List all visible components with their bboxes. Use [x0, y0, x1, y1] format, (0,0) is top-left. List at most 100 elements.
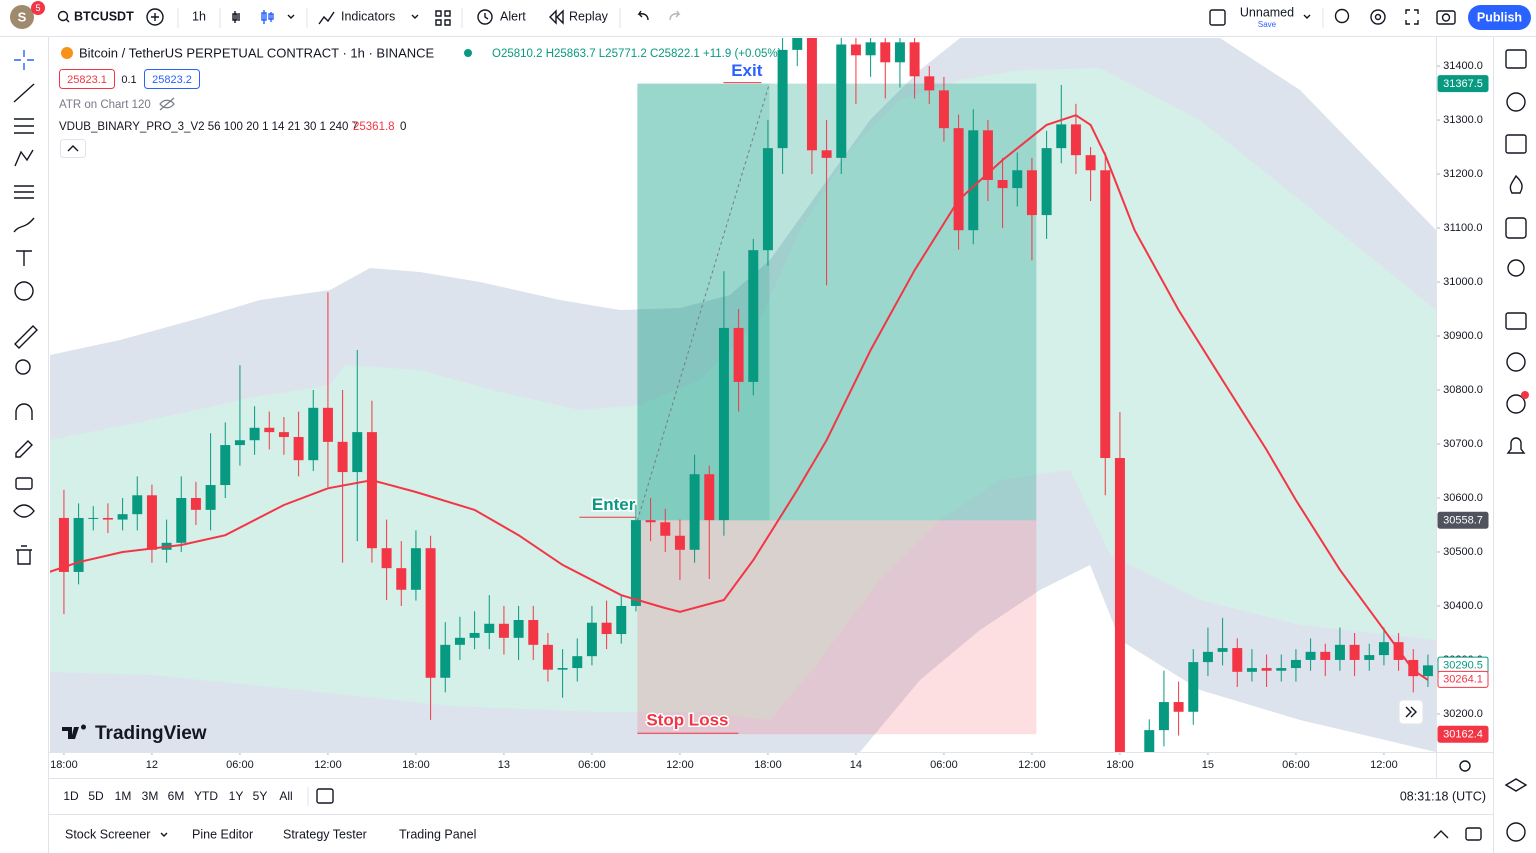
x-tick-label: 15 — [1202, 759, 1214, 771]
candle — [234, 365, 245, 466]
candle-body — [1026, 170, 1037, 216]
range-button[interactable]: 5D — [88, 789, 104, 803]
ideas-icon[interactable] — [1507, 259, 1525, 277]
alert-button[interactable]: Alert — [500, 9, 526, 23]
bottom-tab[interactable]: Trading Panel — [399, 827, 476, 841]
range-button[interactable]: 3M — [142, 789, 159, 803]
emoji-tool[interactable] — [14, 281, 34, 301]
candle — [880, 38, 891, 99]
pattern-tool[interactable] — [14, 149, 34, 167]
candle-body — [924, 76, 935, 91]
panel-toggle[interactable] — [1465, 827, 1482, 841]
layout-checkbox[interactable] — [1209, 9, 1226, 26]
candle — [1305, 638, 1316, 671]
zoom-tool[interactable] — [15, 359, 31, 375]
chat-icon[interactable] — [1505, 312, 1527, 330]
buy-box[interactable] — [144, 69, 200, 89]
range-button[interactable]: YTD — [194, 789, 218, 803]
layout-name[interactable]: Unnamed — [1240, 5, 1294, 19]
alerts-icon[interactable] — [1506, 92, 1526, 112]
indicators-icon[interactable] — [318, 11, 335, 25]
indicators-button[interactable]: Indicators — [341, 9, 395, 23]
symbol[interactable]: BTCUSDT — [74, 9, 134, 23]
candle-body — [469, 632, 480, 638]
magnet-tool[interactable] — [15, 403, 33, 420]
chevron[interactable] — [287, 14, 295, 19]
candle — [1246, 649, 1257, 682]
quick-search-icon[interactable] — [1334, 8, 1350, 24]
hotlists-icon[interactable] — [1509, 174, 1523, 194]
candle-body — [205, 485, 216, 510]
snapshot-icon[interactable] — [1436, 10, 1456, 25]
range-button[interactable]: 1Y — [229, 789, 244, 803]
range-button[interactable]: 1M — [115, 789, 132, 803]
fib-tool[interactable] — [14, 118, 34, 134]
measure-tool[interactable] — [14, 325, 38, 349]
details-icon[interactable] — [1505, 134, 1527, 154]
candle-body — [440, 644, 451, 678]
candle-body — [308, 407, 319, 461]
remove-tool[interactable] — [16, 545, 32, 565]
settings-icon[interactable] — [1370, 9, 1386, 25]
trend-line-tool[interactable] — [13, 83, 35, 103]
bottom-tab[interactable]: Stock Screener — [65, 827, 150, 841]
interval[interactable]: 1h — [192, 9, 206, 23]
range-button[interactable]: 6M — [168, 789, 185, 803]
forecast-tool[interactable] — [14, 185, 34, 199]
range-button[interactable]: All — [279, 789, 292, 803]
maximize-panel[interactable] — [1433, 830, 1449, 839]
hide-tool[interactable] — [13, 504, 35, 518]
crosshair-tool[interactable] — [14, 50, 34, 70]
sell-box[interactable] — [59, 69, 115, 89]
publish-button[interactable] — [1468, 5, 1531, 30]
candle-body — [146, 495, 157, 550]
notifications-icon[interactable] — [1506, 437, 1526, 454]
text-tool[interactable] — [16, 250, 32, 266]
fullscreen-icon[interactable] — [1405, 9, 1419, 25]
candle — [484, 595, 495, 650]
bars-icon[interactable] — [232, 11, 240, 23]
save-label[interactable]: Save — [1258, 20, 1277, 29]
search-icon[interactable] — [57, 10, 69, 22]
hidden-icon[interactable] — [159, 97, 175, 111]
range-button[interactable]: 5Y — [253, 789, 268, 803]
axis-settings[interactable] — [1459, 760, 1471, 772]
bottom-tab[interactable]: Pine Editor — [192, 827, 253, 841]
redo-button[interactable] — [669, 10, 681, 21]
compare-button[interactable] — [146, 8, 164, 26]
indicator-title[interactable]: ATR on Chart 120 — [59, 99, 151, 111]
undo-button[interactable] — [637, 10, 649, 21]
candle-body — [1334, 644, 1345, 660]
candle — [454, 616, 465, 660]
candles-icon[interactable] — [261, 10, 274, 24]
brush-tool[interactable] — [13, 217, 35, 233]
alert-icon[interactable] — [477, 9, 493, 25]
replay-button[interactable]: Replay — [569, 9, 609, 23]
candle-body — [1378, 642, 1389, 656]
collapse-button[interactable] — [60, 139, 86, 158]
chevron[interactable] — [1303, 14, 1311, 19]
price-tag — [1437, 75, 1489, 93]
range-button[interactable]: 1D — [63, 789, 79, 803]
chevron[interactable] — [160, 832, 168, 837]
streams-icon[interactable] — [1506, 394, 1526, 414]
idea-stream-icon[interactable] — [1506, 352, 1526, 372]
date-range-icon[interactable] — [316, 788, 334, 804]
bottom-tab[interactable]: Strategy Tester — [283, 827, 367, 841]
candle-body — [718, 327, 729, 521]
candle — [249, 406, 260, 455]
calendar-icon[interactable] — [1505, 217, 1527, 239]
candle-body — [366, 432, 377, 549]
replay-icon[interactable] — [549, 9, 564, 25]
watchlist-icon[interactable] — [1505, 49, 1527, 69]
object-tree-icon[interactable] — [1504, 778, 1528, 792]
chevron[interactable] — [411, 14, 419, 19]
lock-tool[interactable] — [15, 477, 33, 490]
symbol-description[interactable]: Bitcoin / TetherUS PERPETUAL CONTRACT · … — [79, 45, 435, 60]
candle-body — [454, 637, 465, 645]
help-icon[interactable] — [1506, 822, 1526, 842]
indicator-title[interactable]: VDUB_BINARY_PRO_3_V2 56 100 20 1 14 21 3… — [59, 121, 358, 133]
stay-drawing-tool[interactable] — [15, 440, 33, 458]
avatar[interactable] — [10, 5, 34, 29]
layout-icon[interactable] — [435, 10, 451, 26]
